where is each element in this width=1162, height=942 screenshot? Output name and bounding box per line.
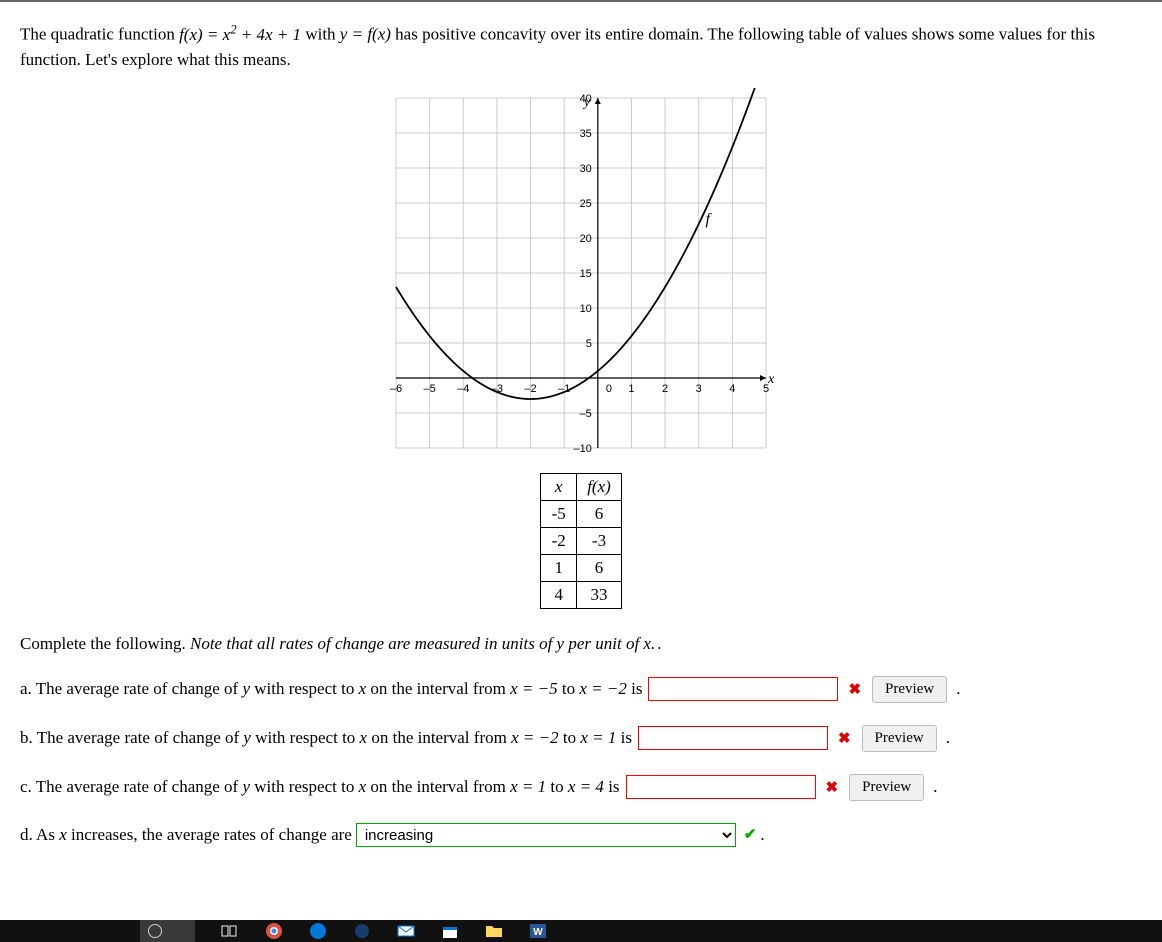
svg-text:3: 3: [696, 383, 702, 395]
qc-period: .: [933, 777, 937, 797]
qb-text: b. The average rate of change of y with …: [20, 728, 632, 748]
svg-text:y: y: [582, 95, 591, 110]
svg-text:1: 1: [628, 383, 634, 395]
parabola-graph: –6–5–4–3–2–112345–10–55101520253035400xy…: [386, 88, 776, 458]
word-icon[interactable]: W: [529, 922, 547, 940]
table-cell: 1: [541, 554, 577, 581]
svg-text:0: 0: [606, 383, 612, 395]
task-view-icon[interactable]: [221, 922, 239, 940]
instruct-lead: Complete the following.: [20, 634, 190, 653]
edge-icon[interactable]: [309, 922, 327, 940]
intro-equation: f(x) = x2 + 4x + 1: [179, 25, 301, 44]
qa-text: a. The average rate of change of y with …: [20, 679, 642, 699]
problem-content: The quadratic function f(x) = x2 + 4x + …: [0, 20, 1162, 889]
graph-container: –6–5–4–3–2–112345–10–55101520253035400xy…: [20, 88, 1142, 458]
svg-text:10: 10: [580, 303, 592, 315]
svg-text:5: 5: [586, 338, 592, 350]
table-header-fx: f(x): [577, 473, 622, 500]
windows-taskbar[interactable]: W: [0, 920, 1162, 942]
intro-yeq: y = f(x): [340, 25, 391, 44]
taskbar-search[interactable]: [140, 920, 195, 942]
svg-text:–5: –5: [580, 408, 592, 420]
answer-select-d[interactable]: increasing: [356, 823, 736, 847]
wrong-icon: ✖: [826, 778, 839, 797]
svg-text:25: 25: [580, 198, 592, 210]
svg-text:30: 30: [580, 163, 592, 175]
table-row: 433: [541, 581, 622, 608]
preview-button-b[interactable]: Preview: [862, 725, 937, 752]
table-cell: -3: [577, 527, 622, 554]
svg-text:–5: –5: [424, 383, 436, 395]
svg-text:4: 4: [729, 383, 735, 395]
svg-text:2: 2: [662, 383, 668, 395]
qa-period: .: [956, 679, 960, 699]
qd-text: d. As x increases, the average rates of …: [20, 825, 352, 845]
chrome-icon[interactable]: [265, 922, 283, 940]
table-header-row: x f(x): [541, 473, 622, 500]
table-header-x: x: [541, 473, 577, 500]
intro-paragraph: The quadratic function f(x) = x2 + 4x + …: [20, 20, 1142, 73]
question-c: c. The average rate of change of y with …: [20, 774, 1142, 801]
instructions: Complete the following. Note that all ra…: [20, 634, 1142, 654]
wrong-icon: ✖: [848, 680, 861, 699]
answer-input-b[interactable]: [638, 726, 828, 750]
table-row: -2-3: [541, 527, 622, 554]
table-cell: -5: [541, 500, 577, 527]
preview-button-a[interactable]: Preview: [872, 676, 947, 703]
svg-text:–6: –6: [390, 383, 402, 395]
svg-text:–4: –4: [457, 383, 469, 395]
search-icon: [148, 924, 162, 938]
qc-text: c. The average rate of change of y with …: [20, 777, 620, 797]
svg-text:20: 20: [580, 233, 592, 245]
svg-text:x: x: [767, 372, 775, 387]
svg-text:–2: –2: [524, 383, 536, 395]
store-icon[interactable]: [441, 922, 459, 940]
instruct-period: .: [657, 634, 661, 653]
question-d: d. As x increases, the average rates of …: [20, 823, 1142, 847]
answer-input-c[interactable]: [626, 775, 816, 799]
instruct-note: Note that all rates of change are measur…: [190, 634, 655, 653]
values-table-container: x f(x) -56-2-316433: [20, 473, 1142, 609]
table-cell: 33: [577, 581, 622, 608]
question-b: b. The average rate of change of y with …: [20, 725, 1142, 752]
values-table: x f(x) -56-2-316433: [540, 473, 622, 609]
qb-period: .: [946, 728, 950, 748]
preview-button-c[interactable]: Preview: [849, 774, 924, 801]
table-row: 16: [541, 554, 622, 581]
svg-text:35: 35: [580, 128, 592, 140]
app-icon[interactable]: [353, 922, 371, 940]
intro-text-2: with: [301, 25, 340, 44]
svg-text:–10: –10: [573, 443, 591, 455]
answer-input-a[interactable]: [648, 677, 838, 701]
mail-icon[interactable]: [397, 922, 415, 940]
wrong-icon: ✖: [838, 729, 851, 748]
table-cell: 6: [577, 554, 622, 581]
intro-text-1: The quadratic function: [20, 25, 179, 44]
table-cell: 4: [541, 581, 577, 608]
qd-period: .: [760, 825, 764, 845]
explorer-icon[interactable]: [485, 922, 503, 940]
question-a: a. The average rate of change of y with …: [20, 676, 1142, 703]
table-cell: -2: [541, 527, 577, 554]
table-cell: 6: [577, 500, 622, 527]
correct-icon: ✔: [744, 825, 757, 844]
top-divider: [0, 0, 1162, 2]
svg-text:15: 15: [580, 268, 592, 280]
svg-text:W: W: [533, 927, 543, 938]
table-row: -56: [541, 500, 622, 527]
